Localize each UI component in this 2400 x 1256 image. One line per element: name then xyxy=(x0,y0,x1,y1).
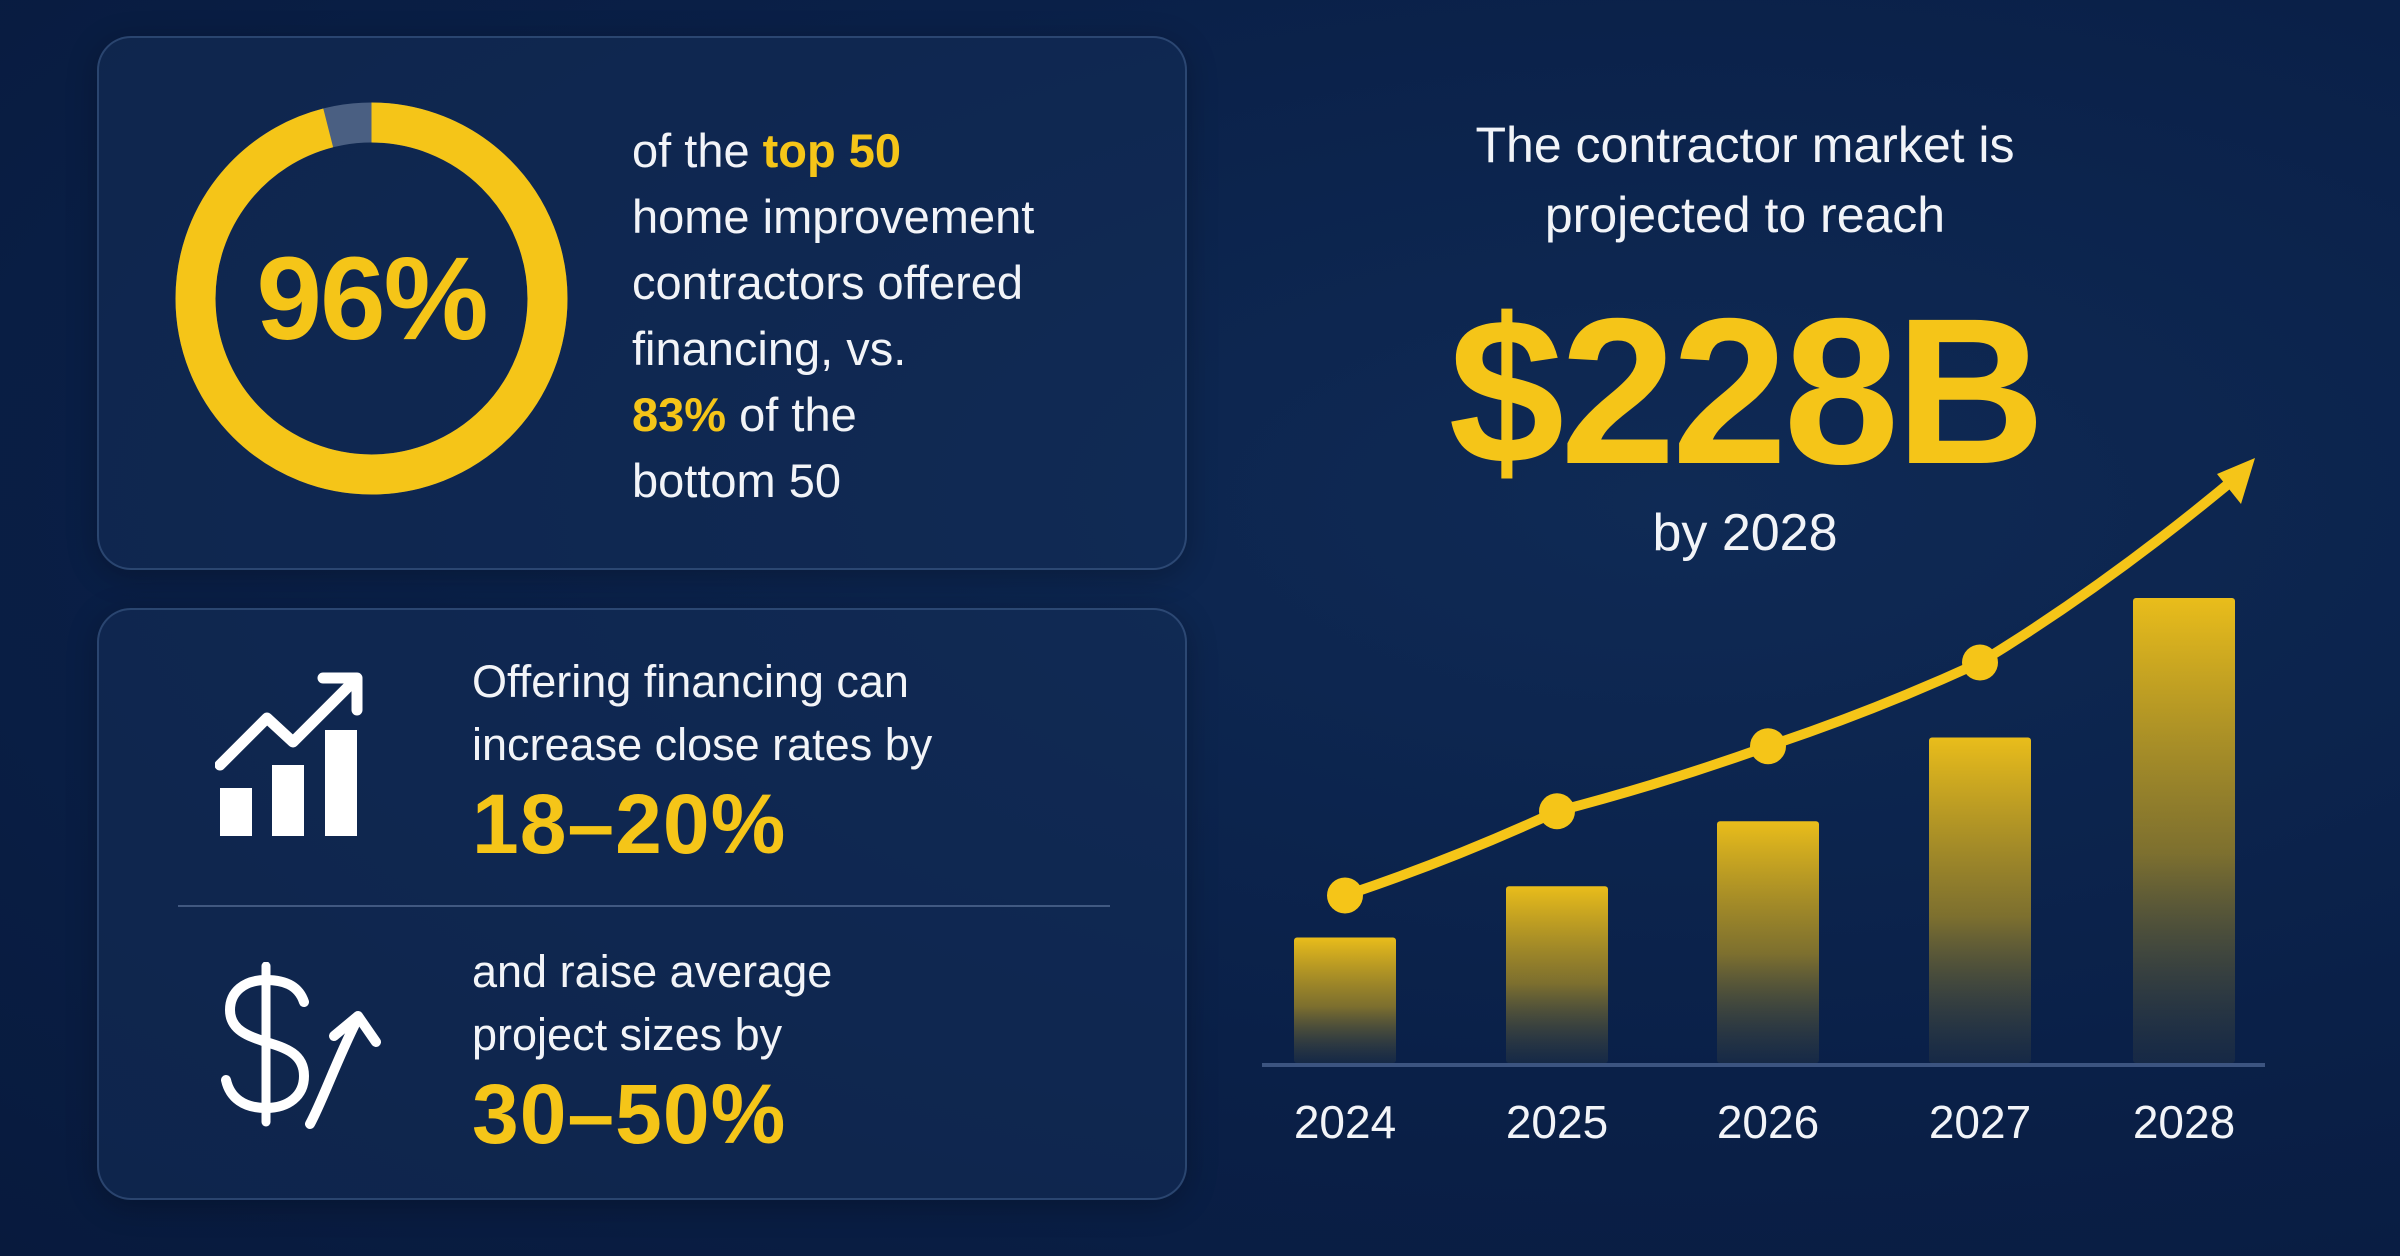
percentage-ring xyxy=(175,102,568,495)
project-size-line1: and raise average xyxy=(472,946,833,997)
stat-highlight-top50: top 50 xyxy=(762,124,902,177)
bar-2026 xyxy=(1717,821,1819,1063)
trend-arrow-head xyxy=(2217,458,2255,504)
bar-2028 xyxy=(2133,598,2235,1063)
market-headline-line2: projected to reach xyxy=(1544,187,1946,243)
market-year-text: by 2028 xyxy=(1652,504,1838,562)
x-tick-label: 2024 xyxy=(1294,1096,1396,1148)
divider xyxy=(178,905,1110,907)
x-tick-label: 2028 xyxy=(2133,1096,2235,1148)
bar-2027 xyxy=(1929,737,2031,1063)
project-size-line2: project sizes by xyxy=(472,1009,783,1060)
market-value: $228B xyxy=(1448,276,2046,508)
bar-2025 xyxy=(1506,886,1608,1063)
market-headline-line1: The contractor market is xyxy=(1475,117,2015,173)
trend-point-2025 xyxy=(1539,793,1575,830)
trend-point-2027 xyxy=(1962,644,1998,681)
x-tick-label: 2025 xyxy=(1506,1096,1608,1148)
stat-line2: home improvement xyxy=(632,190,1035,243)
close-rate-value: 18–20% xyxy=(472,777,787,871)
stat-line1-prefix: of the xyxy=(632,124,763,177)
financing-share-panel xyxy=(97,36,1187,570)
benefits-panel xyxy=(97,608,1187,1200)
stat-line4: financing, vs. xyxy=(632,322,907,375)
close-rate-line1: Offering financing can xyxy=(472,656,909,707)
market-growth-chart: 2024 2025 2026 2027 2028 xyxy=(1262,458,2265,1148)
stat-line5-suffix: of the xyxy=(726,388,857,441)
stat-line6: bottom 50 xyxy=(632,454,842,507)
x-tick-label: 2026 xyxy=(1717,1096,1819,1148)
close-rate-text: Offering financing can increase close ra… xyxy=(472,650,1152,776)
trend-point-2026 xyxy=(1750,728,1786,765)
stat-line3: contractors offered xyxy=(632,256,1024,309)
market-headline: The contractor market is projected to re… xyxy=(1330,110,2160,250)
stat-highlight-83: 83% xyxy=(632,388,727,441)
bar-2024 xyxy=(1294,937,1396,1063)
dollar-arrow-up-icon xyxy=(221,962,381,1129)
close-rate-line2: increase close rates by xyxy=(472,719,933,770)
ring-percentage-value: 96% xyxy=(256,232,488,365)
x-tick-label: 2027 xyxy=(1929,1096,2031,1148)
financing-stat-text: of the top 50 home improvement contracto… xyxy=(632,118,1152,514)
project-size-text: and raise average project sizes by xyxy=(472,940,1152,1066)
bar-chart-trend-up-icon xyxy=(215,672,363,836)
project-size-value: 30–50% xyxy=(472,1067,787,1161)
trend-point-2024 xyxy=(1327,877,1363,914)
